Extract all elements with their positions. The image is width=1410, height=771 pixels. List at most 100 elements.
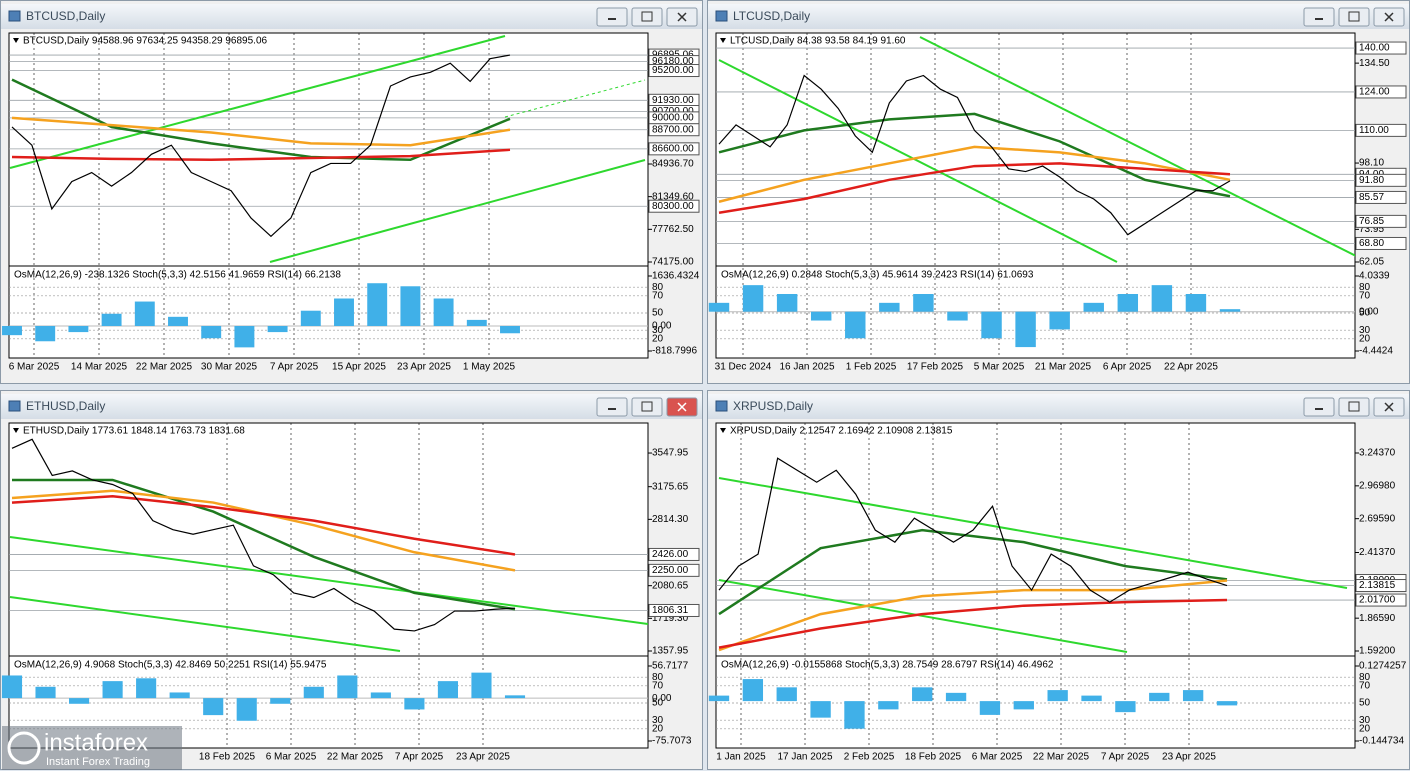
indicator-label: -4.4424	[1359, 346, 1393, 357]
level-box	[1355, 190, 1407, 204]
icon	[1384, 402, 1394, 412]
window-icon	[715, 10, 728, 22]
moving-average	[12, 478, 516, 611]
osma-bar	[776, 293, 798, 312]
logo-icon	[7, 731, 41, 765]
minimize-button[interactable]	[596, 397, 628, 417]
window-title: XRPUSD,Daily	[733, 399, 813, 413]
price-label: 2250.00	[652, 565, 689, 576]
price-label: 1.86590	[1359, 613, 1396, 624]
osma-bar	[1185, 293, 1207, 312]
date-label: 23 Apr 2025	[397, 362, 451, 373]
osma-bar	[334, 298, 354, 326]
quote-header: XRPUSD,Daily 2.12547 2.16942 2.10908 2.1…	[730, 426, 953, 437]
indicator-label: 50	[652, 308, 664, 319]
date-label: 18 Feb 2025	[199, 752, 256, 763]
price-label: 134.50	[1359, 58, 1390, 69]
osma-bar	[168, 316, 188, 326]
indicator-label: 56.7177	[652, 661, 689, 672]
price-label: 88700.00	[652, 124, 694, 135]
level-box	[1355, 173, 1407, 187]
indicator-label: 0.00	[652, 321, 672, 332]
osma-bar	[845, 311, 866, 339]
icon	[641, 401, 653, 412]
osma-bar	[1081, 695, 1102, 702]
osma-bar	[69, 698, 90, 704]
price-label: 80300.00	[652, 201, 694, 212]
date-label: 1 May 2025	[463, 362, 516, 373]
date-label: 17 Jan 2025	[777, 752, 832, 763]
moving-average	[11, 148, 511, 162]
indicator-label: 20	[1359, 333, 1371, 344]
price-line	[11, 438, 516, 632]
price-label: 96180.00	[652, 56, 694, 67]
price-label: 68.80	[1359, 238, 1384, 249]
osma-bar	[844, 701, 865, 729]
date-label: 21 Mar 2025	[1035, 362, 1092, 373]
moving-average	[718, 598, 1228, 649]
date-label: 17 Feb 2025	[907, 362, 964, 373]
osma-bar	[979, 701, 1001, 715]
indicator-label: 0.00	[652, 693, 672, 704]
osma-bar	[466, 319, 487, 326]
main-series	[718, 457, 1348, 653]
plot-area	[8, 422, 649, 749]
window-title: ETHUSD,Daily	[26, 399, 105, 413]
osma-bar	[101, 313, 122, 326]
price-label: 62.05	[1359, 257, 1384, 268]
price-label: 90000.00	[652, 113, 694, 124]
level-box	[648, 199, 700, 213]
indicator-label: 30	[1359, 715, 1371, 726]
indicator-label: 70	[1359, 290, 1371, 301]
channel-line	[269, 159, 646, 263]
minimize-button[interactable]	[596, 7, 628, 27]
indicator-header: OsMA(12,26,9) -0.0155868 Stoch(5,3,3) 28…	[721, 660, 1054, 671]
minimize-button[interactable]	[1303, 7, 1335, 27]
title-bar	[708, 394, 1409, 419]
quote-header: ETHUSD,Daily 1773.61 1848.14 1763.73 183…	[23, 426, 245, 437]
icon	[1348, 11, 1360, 22]
price-label: 2.01700	[1359, 595, 1396, 606]
dropdown-arrow	[13, 38, 19, 43]
indicator-label: 1636.4324	[652, 271, 700, 282]
moving-average	[718, 112, 1231, 198]
indicator-label: 30	[652, 325, 664, 336]
indicator-label: 80	[1359, 672, 1371, 683]
maximize-button[interactable]	[631, 397, 663, 417]
icon	[677, 12, 687, 22]
date-label: 14 Mar 2025	[71, 362, 128, 373]
osma-bar	[1149, 692, 1170, 702]
dropdown-arrow	[720, 428, 726, 433]
osma-bar	[742, 679, 764, 702]
channel-line	[9, 596, 401, 652]
icon	[677, 402, 687, 412]
date-label: 18 Feb 2025	[905, 752, 962, 763]
indicator-label: 20	[652, 333, 664, 344]
osma-bar	[68, 325, 89, 333]
maximize-button[interactable]	[1338, 397, 1370, 417]
indicator-label: 50	[1359, 698, 1371, 709]
indicator-label: 70	[652, 680, 664, 691]
date-label: 22 Mar 2025	[327, 752, 384, 763]
price-label: 2426.00	[652, 549, 689, 560]
price-label: 76.85	[1359, 216, 1384, 227]
osma-bar	[879, 302, 900, 312]
maximize-button[interactable]	[1338, 7, 1370, 27]
chart-window: BTCUSD,Daily 6 Mar 2025 14 Mar 2025 22 Mar …	[0, 0, 703, 384]
indicator-label: 80	[1359, 282, 1371, 293]
price-label: 77762.50	[652, 224, 694, 235]
date-label: 6 Mar 2025	[9, 362, 60, 373]
minimize-button[interactable]	[1303, 397, 1335, 417]
price-label: 1.59200	[1359, 646, 1396, 657]
date-label: 6 Mar 2025	[266, 752, 317, 763]
quote-header: LTCUSD,Daily 84.38 93.58 84.19 91.60	[730, 36, 906, 47]
osma-bar	[404, 698, 425, 710]
osma-bar	[810, 701, 831, 718]
osma-bar	[810, 311, 832, 321]
maximize-button[interactable]	[631, 7, 663, 27]
dropdown-arrow	[720, 38, 726, 43]
date-label: 15 Apr 2025	[332, 362, 386, 373]
osma-bar	[35, 686, 56, 699]
price-label: 84936.70	[652, 159, 694, 170]
